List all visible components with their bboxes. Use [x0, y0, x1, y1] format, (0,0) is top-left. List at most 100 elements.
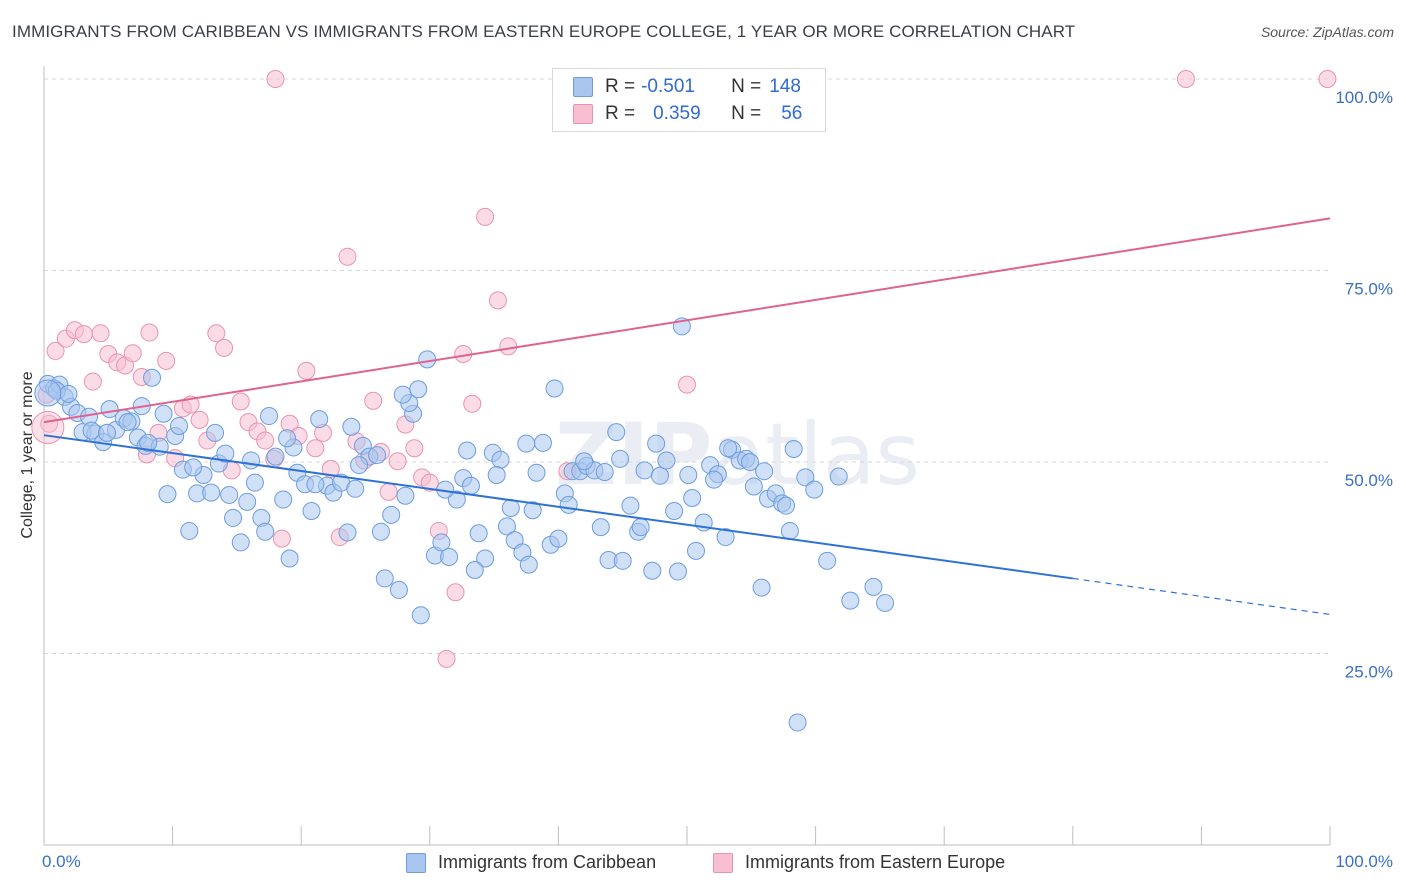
- data-point-caribbean: [575, 452, 594, 471]
- y-tick-label: 25.0%: [1345, 663, 1393, 682]
- data-point-europe: [379, 482, 398, 501]
- data-point-caribbean: [607, 423, 626, 442]
- data-point-caribbean: [491, 450, 510, 469]
- bottom-swatch-europe: [713, 852, 733, 873]
- data-point-caribbean: [59, 384, 78, 403]
- chart-title: IMMIGRANTS FROM CARIBBEAN VS IMMIGRANTS …: [12, 22, 1076, 41]
- y-tick-label: 100.0%: [1335, 88, 1393, 107]
- data-point-caribbean: [368, 446, 387, 465]
- data-point-caribbean: [741, 453, 760, 471]
- data-point-caribbean: [679, 466, 698, 485]
- bottom-legend-europe: Immigrants from Eastern Europe: [713, 852, 1005, 873]
- data-point-caribbean: [278, 429, 297, 448]
- data-point-europe: [83, 372, 102, 391]
- bottom-label-europe: Immigrants from Eastern Europe: [745, 852, 1006, 872]
- data-point-caribbean: [519, 555, 538, 574]
- y-tick-label: 75.0%: [1345, 280, 1393, 299]
- data-point-caribbean: [260, 407, 279, 426]
- data-point-caribbean: [143, 368, 162, 387]
- data-point-caribbean: [170, 416, 189, 435]
- data-point-caribbean: [687, 541, 706, 560]
- data-point-europe: [1176, 70, 1195, 88]
- data-point-europe: [678, 375, 696, 394]
- data-point-caribbean: [342, 417, 361, 436]
- data-point-caribbean: [545, 379, 564, 398]
- source-credit: Source: ZipAtlas.com: [1260, 24, 1394, 40]
- trend-lines: [43, 217, 1331, 616]
- data-point-caribbean: [559, 495, 578, 514]
- data-point-europe: [123, 344, 142, 363]
- legend-row-caribbean: R = -0.501 N = 148: [573, 74, 801, 100]
- data-point-caribbean: [396, 486, 415, 505]
- data-point-caribbean: [805, 480, 824, 499]
- data-point-caribbean: [411, 606, 430, 625]
- data-point-europe: [388, 452, 407, 471]
- data-point-europe: [321, 459, 340, 478]
- zipatlas-watermark: ZIPatlas: [555, 405, 921, 505]
- data-point-caribbean: [469, 524, 488, 543]
- data-point-caribbean: [256, 522, 275, 541]
- x-tick-label-min: 0.0%: [42, 852, 81, 871]
- data-point-caribbean: [788, 713, 807, 732]
- data-point-caribbean: [350, 456, 369, 475]
- data-point-caribbean: [139, 433, 158, 452]
- data-point-caribbean: [527, 463, 546, 482]
- data-point-caribbean: [310, 410, 329, 429]
- data-point-europe: [266, 70, 285, 88]
- y-tick-labels: 25.0% 50.0% 75.0% 100.0%: [1335, 88, 1393, 682]
- x-tick-label-max: 100.0%: [1335, 852, 1393, 871]
- data-point-caribbean: [154, 404, 173, 423]
- data-point-caribbean: [461, 476, 480, 495]
- data-point-caribbean: [683, 489, 702, 508]
- data-point-caribbean: [180, 521, 199, 540]
- data-point-caribbean: [657, 451, 676, 470]
- data-point-caribbean: [280, 549, 299, 568]
- legend-n-label: N =: [731, 76, 762, 97]
- data-point-europe: [463, 394, 482, 413]
- data-point-caribbean: [245, 473, 264, 492]
- data-point-caribbean: [876, 593, 895, 612]
- data-point-caribbean: [206, 423, 225, 442]
- data-point-caribbean: [796, 468, 815, 487]
- legend-r-value: 0.359: [653, 103, 701, 124]
- legend-r-label: R =: [605, 76, 636, 97]
- data-point-caribbean: [382, 505, 401, 524]
- gridlines: [44, 78, 1330, 654]
- data-point-caribbean: [306, 475, 325, 494]
- data-point-caribbean: [591, 518, 610, 537]
- data-point-caribbean: [517, 434, 536, 453]
- caribbean-points: [34, 317, 895, 732]
- data-point-caribbean: [613, 551, 632, 570]
- data-point-caribbean: [220, 485, 239, 504]
- data-point-caribbean: [497, 517, 516, 536]
- data-point-caribbean: [266, 447, 285, 466]
- legend-row-europe: R = 0.359 N = 56: [573, 101, 802, 127]
- data-point-caribbean: [650, 466, 669, 485]
- data-point-caribbean: [476, 549, 495, 568]
- data-point-europe: [476, 207, 495, 226]
- legend-swatch-caribbean: [573, 77, 593, 97]
- data-point-europe: [405, 439, 424, 458]
- data-point-europe: [256, 431, 275, 450]
- data-point-caribbean: [231, 533, 250, 552]
- data-point-europe: [306, 439, 325, 458]
- data-point-caribbean: [631, 518, 650, 537]
- legend-swatch-europe: [573, 104, 593, 124]
- data-point-caribbean: [595, 462, 614, 481]
- data-point-caribbean: [716, 528, 735, 547]
- data-point-caribbean: [665, 502, 684, 521]
- data-point-caribbean: [777, 496, 796, 515]
- axes: [43, 66, 1331, 846]
- data-point-caribbean: [418, 350, 437, 369]
- data-point-caribbean: [389, 580, 408, 599]
- data-point-europe: [215, 338, 234, 357]
- data-point-caribbean: [465, 561, 484, 580]
- data-point-europe: [437, 649, 456, 668]
- data-point-caribbean: [621, 496, 640, 515]
- data-point-europe: [488, 291, 507, 310]
- data-point-caribbean: [302, 502, 321, 521]
- data-point-caribbean: [216, 444, 235, 463]
- data-point-caribbean: [841, 591, 860, 610]
- data-point-caribbean: [818, 551, 837, 570]
